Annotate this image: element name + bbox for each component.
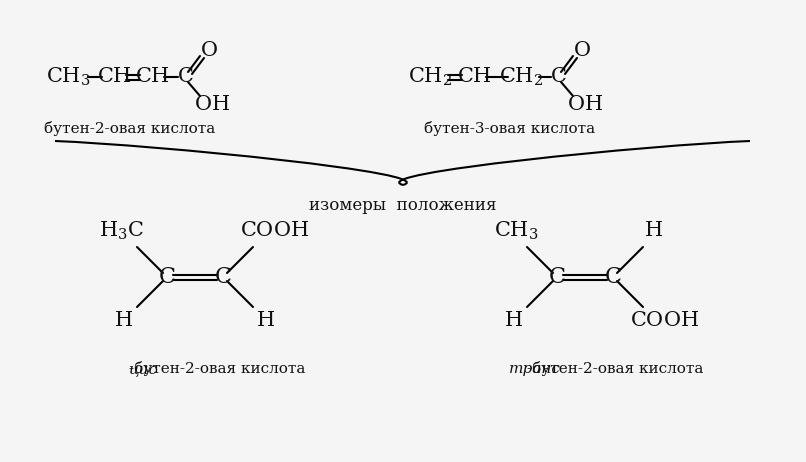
Text: $\mathregular{CH_2}$: $\mathregular{CH_2}$ <box>408 66 452 88</box>
Text: $\mathregular{C}$: $\mathregular{C}$ <box>158 266 176 288</box>
Text: $\mathregular{C}$: $\mathregular{C}$ <box>548 266 566 288</box>
Text: $\mathregular{CH}$: $\mathregular{CH}$ <box>97 67 131 86</box>
Text: $\mathregular{CH_2}$: $\mathregular{CH_2}$ <box>499 66 543 88</box>
Text: бутен-3-овая кислота: бутен-3-овая кислота <box>425 122 596 136</box>
Text: $\mathregular{OH}$: $\mathregular{OH}$ <box>567 95 603 114</box>
Text: $\mathregular{H_3C}$: $\mathregular{H_3C}$ <box>98 220 143 242</box>
Text: $\mathregular{COOH}$: $\mathregular{COOH}$ <box>630 311 700 330</box>
Text: $\mathregular{CH}$: $\mathregular{CH}$ <box>135 67 169 86</box>
Text: $\mathregular{O}$: $\mathregular{O}$ <box>573 41 591 60</box>
Text: $\mathregular{H}$: $\mathregular{H}$ <box>256 311 275 330</box>
Text: $\mathregular{CH_3}$: $\mathregular{CH_3}$ <box>46 66 90 88</box>
Text: $\mathregular{O}$: $\mathregular{O}$ <box>200 41 218 60</box>
Text: $\mathregular{CH_3}$: $\mathregular{CH_3}$ <box>494 220 538 242</box>
Text: изомеры  положения: изомеры положения <box>310 196 496 213</box>
Text: -бутен-2-овая кислота: -бутен-2-овая кислота <box>129 361 305 377</box>
Text: $\mathregular{H}$: $\mathregular{H}$ <box>114 311 132 330</box>
Text: $\mathregular{H}$: $\mathregular{H}$ <box>645 221 663 241</box>
Text: $\mathregular{H}$: $\mathregular{H}$ <box>504 311 522 330</box>
Text: $\mathregular{C}$: $\mathregular{C}$ <box>214 266 232 288</box>
Text: $\mathregular{COOH}$: $\mathregular{COOH}$ <box>240 221 310 241</box>
Text: -бутен-2-овая кислота: -бутен-2-овая кислота <box>527 361 703 377</box>
Text: бутен-2-овая кислота: бутен-2-овая кислота <box>44 122 216 136</box>
Text: $\mathregular{C}$: $\mathregular{C}$ <box>550 67 567 86</box>
Text: $\mathregular{C}$: $\mathregular{C}$ <box>177 67 193 86</box>
Text: $\mathregular{OH}$: $\mathregular{OH}$ <box>194 95 230 114</box>
Text: $\mathregular{CH}$: $\mathregular{CH}$ <box>456 67 492 86</box>
Text: цис: цис <box>128 362 157 376</box>
Text: транс: транс <box>509 362 561 376</box>
Text: $\mathregular{C}$: $\mathregular{C}$ <box>604 266 622 288</box>
